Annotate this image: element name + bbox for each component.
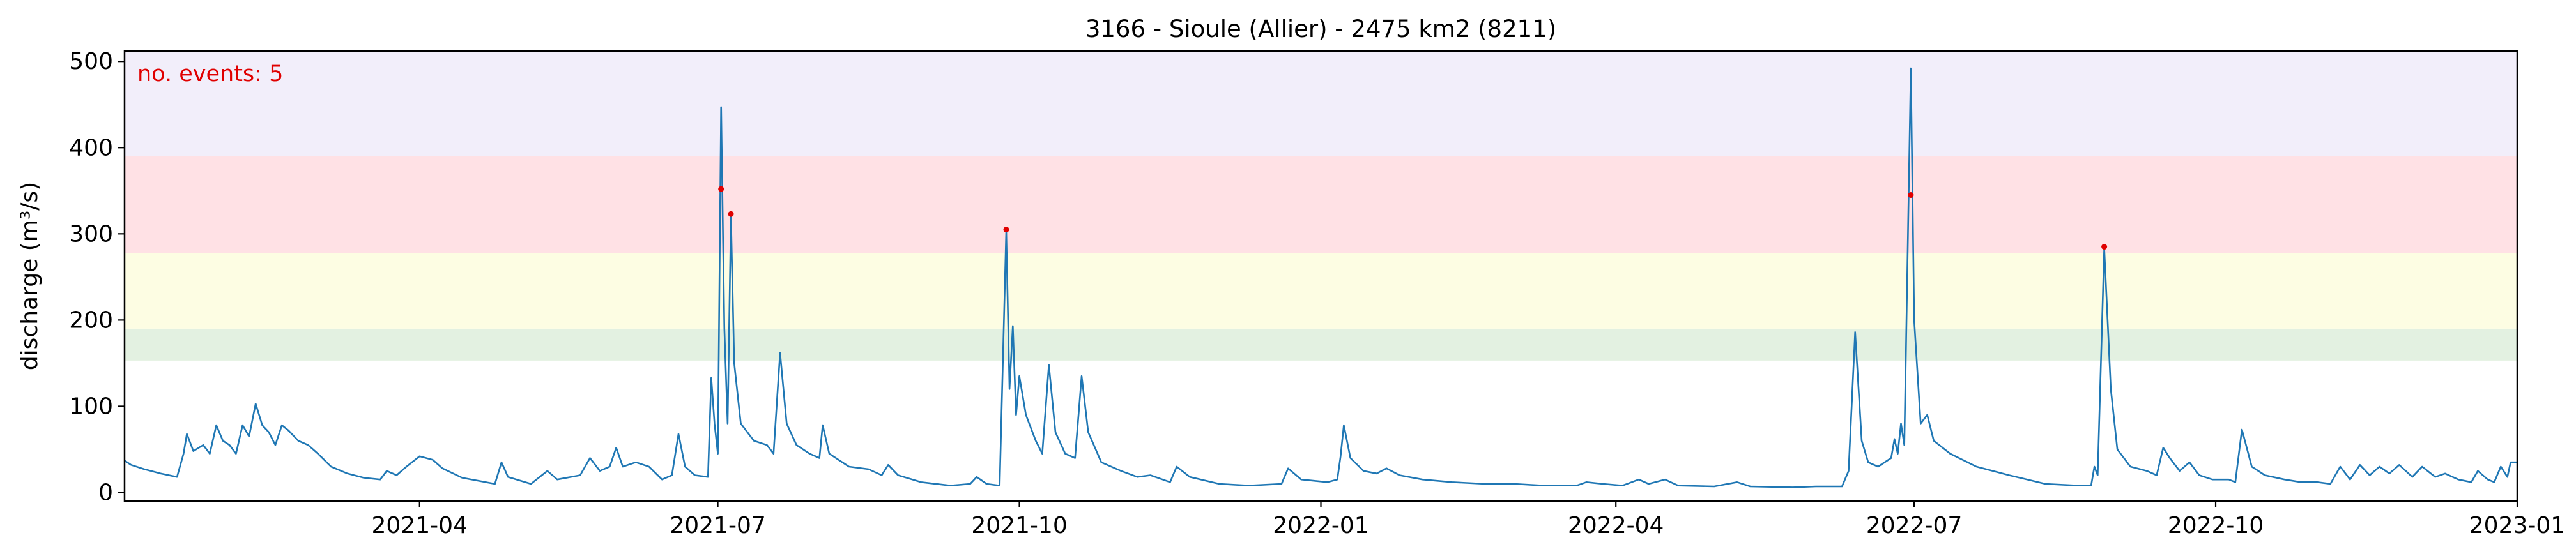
y-tick-label: 100 — [69, 393, 113, 419]
y-tick-label: 300 — [69, 221, 113, 247]
y-tick-label: 0 — [98, 479, 113, 506]
threshold-bands — [125, 51, 2517, 361]
series-layer — [124, 67, 2517, 488]
event-marker-4 — [1908, 192, 1914, 199]
event-marker-2 — [728, 211, 734, 217]
x-axis: 2021-04 2021-07 2021-10 2022-01 2022-04 2022-… — [372, 501, 2565, 539]
chart-title: 3166 - Sioule (Allier) - 2475 km2 (8211) — [1085, 15, 1556, 43]
x-tick-label: 2022-10 — [2168, 513, 2264, 539]
x-tick-label: 2022-01 — [1273, 513, 1368, 539]
event-markers — [718, 186, 2108, 250]
event-marker-1 — [718, 186, 724, 192]
y-tick-label: 200 — [69, 307, 113, 333]
x-tick-label: 2021-07 — [670, 513, 765, 539]
x-tick-label: 2023-01 — [2469, 513, 2565, 539]
threshold-band-4 — [125, 51, 2517, 156]
x-tick-label: 2022-04 — [1568, 513, 1664, 539]
x-tick-label: 2022-07 — [1866, 513, 1962, 539]
threshold-band-3 — [125, 156, 2517, 253]
threshold-band-2 — [125, 253, 2517, 329]
x-tick-label: 2021-04 — [372, 513, 468, 539]
y-tick-label: 500 — [69, 49, 113, 75]
event-marker-5 — [2101, 244, 2108, 250]
y-axis: 0 100 200 300 400 500 — [69, 49, 125, 506]
y-tick-label: 400 — [69, 135, 113, 161]
event-marker-3 — [1003, 227, 1009, 233]
discharge-series-line — [124, 67, 2517, 488]
y-axis-label: discharge (m³/s) — [17, 182, 43, 370]
threshold-band-1 — [125, 328, 2517, 361]
x-tick-label: 2021-10 — [971, 513, 1067, 539]
events-count-annotation: no. events: 5 — [137, 61, 283, 87]
